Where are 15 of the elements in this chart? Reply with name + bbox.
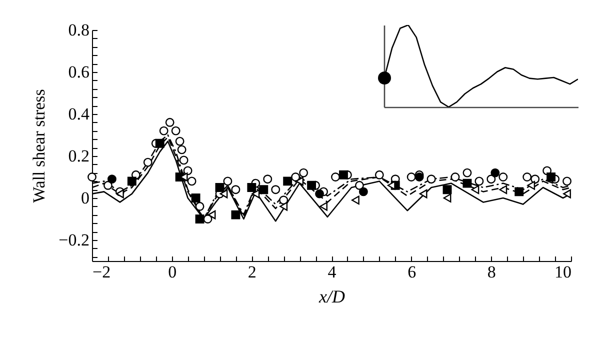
y-tick-label: −0.2 (58, 230, 90, 250)
x-tick-label: 8 (487, 262, 496, 282)
y-tick-label: 0.8 (68, 20, 90, 40)
y-tick-label: 0 (81, 188, 90, 208)
y-tick-label: 0.6 (68, 62, 90, 82)
y-axis-title: Wall shear stress (30, 89, 49, 203)
x-tick-label: −2 (92, 262, 111, 282)
x-tick-label: 6 (408, 262, 416, 282)
x-tick-label: 2 (248, 262, 256, 282)
x-tick-label: 0 (168, 262, 177, 282)
y-tick-label: 0.4 (68, 104, 90, 124)
x-tick-label: 10 (554, 262, 572, 282)
y-tick-label: 0.2 (68, 146, 90, 166)
x-tick-label: 4 (328, 262, 337, 282)
x-axis-title: x/D (318, 286, 345, 306)
